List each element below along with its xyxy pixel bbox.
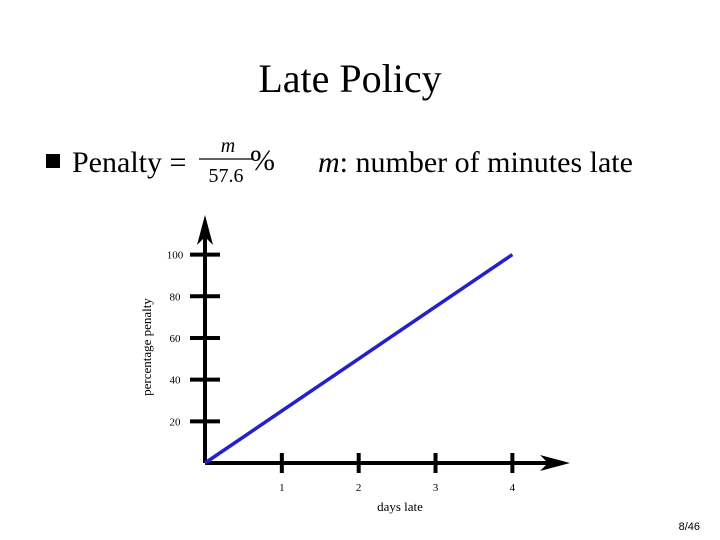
x-axis-label: days late <box>377 499 423 514</box>
page-number: 8/46 <box>679 521 700 533</box>
bullet-label: Penalty = <box>72 146 186 179</box>
numerator: m <box>221 135 235 157</box>
y-tick-label: 100 <box>167 250 184 262</box>
y-tick-label: 20 <box>170 416 182 428</box>
y-axis-arrow <box>197 215 213 245</box>
x-tick-label: 2 <box>356 482 362 494</box>
x-tick-label: 4 <box>510 482 516 494</box>
denominator: 57.6 <box>209 165 244 187</box>
y-tick-label: 60 <box>170 333 182 345</box>
y-tick-label: 80 <box>170 291 182 303</box>
x-tick-label: 3 <box>433 482 439 494</box>
unit: % <box>250 144 275 177</box>
description: : number of minutes late <box>340 146 633 179</box>
y-tick-label: 40 <box>170 375 182 387</box>
x-tick-label: 1 <box>279 482 285 494</box>
bullet-icon <box>46 154 60 168</box>
definition: m: number of minutes late <box>318 146 633 179</box>
variable: m <box>318 146 340 179</box>
x-axis-arrow <box>540 455 570 471</box>
y-axis-label: percentage penalty <box>139 298 154 396</box>
slide-title: Late Policy <box>258 56 441 101</box>
plot: 20 40 60 80 100 1 2 3 4 days late percentage penal… <box>139 215 570 514</box>
data-line <box>204 253 514 465</box>
